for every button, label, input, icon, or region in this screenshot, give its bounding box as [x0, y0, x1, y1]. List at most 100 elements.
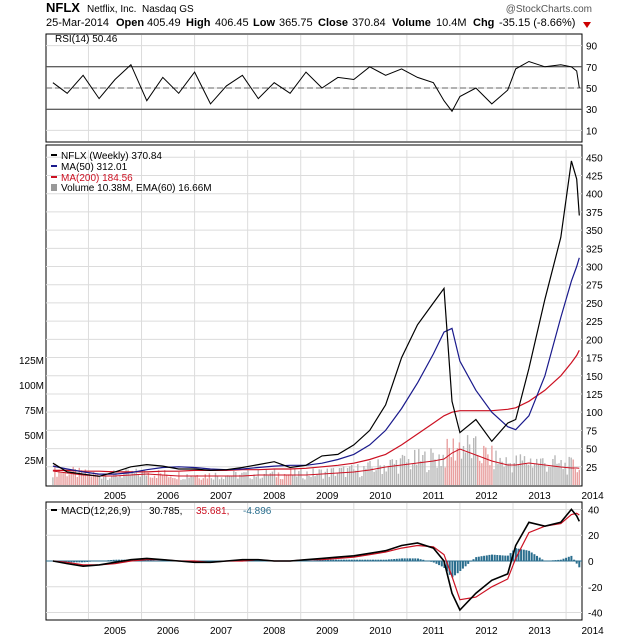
volume-bar [147, 472, 150, 485]
volume-bar [558, 463, 560, 485]
macd-histogram-bar [417, 558, 419, 561]
volume-bar [470, 458, 473, 485]
macd-histogram-bar [411, 558, 414, 561]
volume-bar [82, 474, 85, 485]
price-tick-label: 450 [586, 153, 603, 164]
x-tick-label: 2014 [581, 491, 604, 502]
x-tick-label: 2011 [423, 491, 445, 502]
volume-bar [214, 472, 217, 485]
macd-tick-label: 20 [588, 531, 600, 542]
macd-histogram-bar [565, 557, 568, 561]
ma200-line [52, 350, 580, 473]
volume-bar [233, 470, 235, 485]
macd-histogram-bar [361, 559, 364, 561]
volume-bar [355, 470, 357, 485]
volume-bar [225, 476, 227, 485]
chg-value: -35.15 (-8.66%) [499, 17, 575, 29]
volume-bar [117, 477, 119, 485]
volume-bar [487, 454, 489, 485]
volume-bar [523, 456, 526, 485]
volume-bar [342, 466, 345, 485]
volume-bar [503, 466, 505, 485]
volume-bar [519, 454, 522, 485]
volume-bar [245, 472, 247, 485]
macd-histogram-bar [567, 556, 570, 561]
macd-histogram-bar [329, 559, 332, 561]
volume-bar [505, 457, 507, 485]
volume-bar [456, 448, 459, 485]
volume-bar [340, 467, 343, 485]
volume-bar [159, 473, 162, 485]
macd-histogram-bar [493, 554, 496, 561]
volume-bar [542, 458, 544, 485]
rsi-line [52, 60, 580, 113]
volume-bar [550, 467, 552, 485]
volume-bar [198, 478, 200, 485]
volume-bar [263, 474, 265, 485]
volume-bar [454, 460, 457, 485]
macd-histogram-bar [570, 555, 573, 561]
volume-bar [409, 469, 412, 485]
volume-bar [176, 479, 178, 485]
macd-histogram-bar [467, 561, 470, 564]
macd-histogram-bar [477, 556, 480, 561]
volume-bar [349, 466, 351, 485]
volume-bar [279, 479, 282, 485]
volume-bar [517, 464, 520, 485]
volume-bar [155, 478, 158, 485]
macd-histogram-bar [75, 561, 78, 563]
volume-bar [397, 473, 400, 485]
volume-bar [304, 479, 306, 485]
volume-bar [448, 447, 450, 485]
macd-histogram-bar [366, 559, 369, 561]
macd-histogram-bar [459, 561, 462, 571]
volume-bar [403, 455, 406, 485]
volume-bar [184, 479, 186, 485]
volume-tick-label: 75M [25, 406, 44, 417]
x-tick-label: 2008 [263, 626, 286, 637]
macd-histogram-bar [557, 559, 560, 561]
volume-bar [302, 478, 304, 485]
macd-histogram-bar [472, 559, 475, 561]
volume-bar [359, 477, 361, 485]
macd-histogram-bar [372, 559, 374, 561]
volume-bar [202, 478, 204, 485]
volume-bar [414, 449, 416, 485]
volume-bar [450, 457, 452, 485]
price-tick-label: 300 [586, 263, 603, 274]
volume-bar [379, 465, 381, 485]
volume-bar [249, 478, 251, 485]
volume-bar [511, 472, 513, 485]
volume-bar [422, 455, 424, 485]
close-value: 370.84 [352, 17, 386, 29]
macd-tick-label: 0 [588, 557, 594, 568]
volume-bar [188, 477, 190, 485]
volume-bar [212, 479, 215, 485]
volume-bar [493, 469, 495, 485]
volume-bar [90, 476, 93, 485]
macd-histogram-bar [432, 561, 435, 563]
price-tick-label: 50 [586, 445, 598, 456]
macd-histogram-bar [147, 559, 150, 561]
macd-histogram-bar [327, 559, 329, 561]
volume-bar [318, 469, 320, 485]
macd-histogram-bar [406, 558, 409, 561]
macd-histogram-bar [538, 557, 541, 561]
price-tick-label: 250 [586, 299, 603, 310]
macd-histogram-bar [81, 561, 83, 563]
volume-bar [267, 475, 270, 485]
high-label: High [186, 17, 211, 29]
volume-bar [168, 477, 170, 485]
x-tick-label: 2012 [475, 491, 498, 502]
macd-histogram-bar [374, 559, 377, 561]
price-tick-label: 75 [586, 426, 598, 437]
x-tick-label: 2008 [263, 491, 286, 502]
volume-bar [361, 476, 363, 485]
macd-histogram-bar [451, 561, 454, 578]
macd-legend: MACD(12,26,9) [61, 506, 130, 517]
high-value: 406.45 [215, 17, 249, 29]
volume-bar [174, 478, 176, 485]
volume-bar [292, 475, 294, 485]
volume-bar [513, 463, 515, 485]
